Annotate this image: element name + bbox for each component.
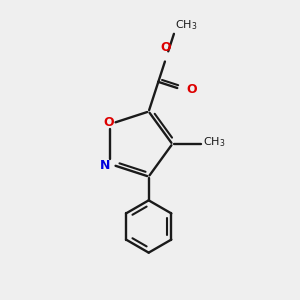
Text: O: O — [104, 116, 114, 129]
Text: O: O — [187, 83, 197, 96]
Text: CH$_3$: CH$_3$ — [203, 136, 225, 149]
Text: CH$_3$: CH$_3$ — [176, 19, 198, 32]
Text: N: N — [100, 159, 110, 172]
Text: O: O — [161, 41, 171, 54]
